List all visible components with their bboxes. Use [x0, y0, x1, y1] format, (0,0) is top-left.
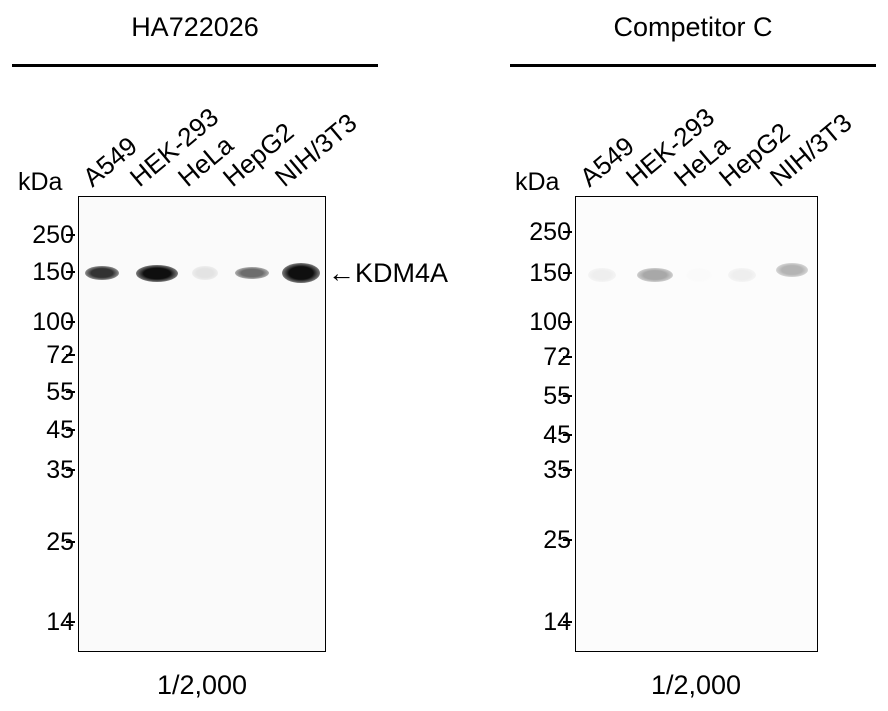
marker-label: 72	[46, 341, 74, 369]
marker-tick	[66, 541, 75, 543]
marker-tick	[66, 429, 75, 431]
band-hela	[192, 266, 218, 280]
title-underline	[510, 64, 876, 67]
marker-label: 45	[46, 416, 74, 444]
title-underline	[12, 64, 378, 67]
marker-tick	[563, 272, 572, 274]
marker-label: 72	[543, 343, 571, 371]
band-hepg2	[235, 267, 269, 279]
marker-tick	[66, 234, 75, 236]
marker-label: 55	[543, 382, 571, 410]
marker-label: 25	[543, 526, 571, 554]
dilution-label: 1/2,000	[650, 670, 742, 700]
marker-tick	[563, 539, 572, 541]
marker-tick	[563, 434, 572, 436]
marker-tick	[66, 469, 75, 471]
marker-label: 14	[46, 608, 74, 636]
band-nih3t3	[776, 263, 808, 277]
marker-label: 14	[543, 608, 571, 636]
marker-tick	[563, 356, 572, 358]
marker-label: 150	[529, 259, 571, 287]
marker-label: 250	[529, 218, 571, 246]
marker-tick	[66, 354, 75, 356]
marker-tick	[563, 321, 572, 323]
marker-label: 35	[543, 456, 571, 484]
marker-label: 45	[543, 421, 571, 449]
marker-tick	[563, 621, 572, 623]
marker-label: 100	[32, 308, 74, 336]
marker-label: 55	[46, 378, 74, 406]
band-hek293	[637, 268, 673, 282]
marker-label: 150	[32, 258, 74, 286]
band-a549	[588, 268, 616, 282]
marker-tick	[563, 231, 572, 233]
marker-label: 25	[46, 528, 74, 556]
marker-tick	[66, 271, 75, 273]
band-hela	[686, 268, 712, 282]
panel-title: HA722026	[131, 12, 259, 42]
band-a549	[85, 266, 119, 280]
kda-label: kDa	[18, 168, 63, 196]
band-hepg2	[728, 268, 756, 282]
marker-label: 35	[46, 456, 74, 484]
marker-label: 100	[529, 308, 571, 336]
marker-tick	[66, 621, 75, 623]
panel-title: Competitor C	[613, 12, 773, 42]
marker-label: 250	[32, 221, 74, 249]
target-label: ←KDM4A	[328, 258, 449, 288]
marker-tick	[66, 391, 75, 393]
marker-tick	[563, 469, 572, 471]
dilution-label: 1/2,000	[156, 670, 248, 700]
marker-tick	[563, 395, 572, 397]
band-hek293	[136, 265, 178, 282]
marker-tick	[66, 321, 75, 323]
band-nih3t3	[282, 263, 320, 283]
kda-label: kDa	[515, 168, 560, 196]
